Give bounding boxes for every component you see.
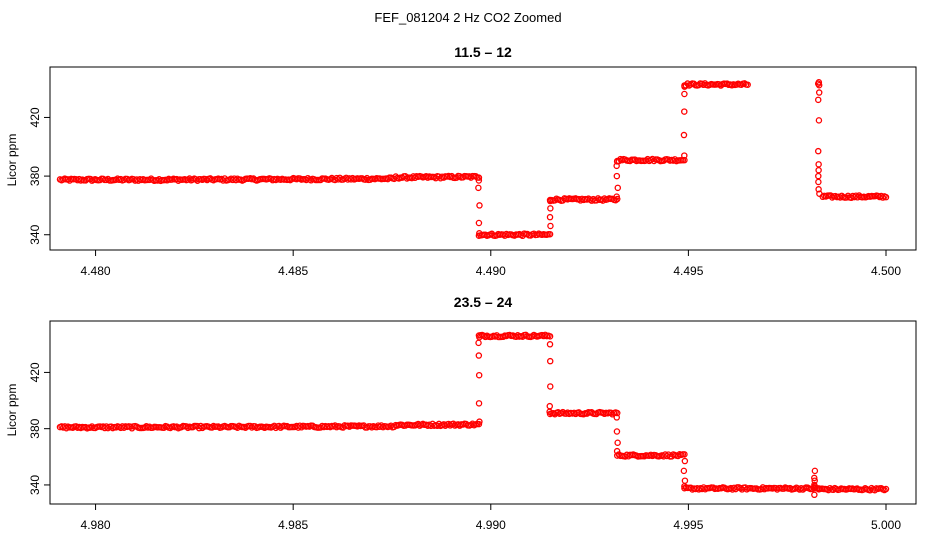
x-tick-label: 4.480 — [81, 264, 111, 278]
data-point — [681, 457, 689, 465]
data-point — [882, 193, 890, 201]
x-tick-label: 4.495 — [673, 264, 703, 278]
panel-title: 23.5 – 24 — [454, 294, 513, 310]
data-point — [476, 333, 483, 341]
data-point — [815, 186, 822, 193]
x-tick-label: 4.995 — [673, 518, 703, 532]
data-point — [547, 383, 554, 390]
data-point — [475, 400, 483, 407]
data-point — [815, 166, 822, 174]
y-tick-label: 340 — [28, 224, 42, 244]
data-point — [815, 117, 823, 124]
x-tick-label: 4.500 — [871, 264, 901, 278]
data-point — [681, 451, 688, 458]
data-point — [475, 177, 483, 184]
y-axis: 340 380 420 — [28, 107, 50, 245]
data-point — [681, 108, 688, 115]
data-point — [814, 147, 822, 155]
x-tick-label: 4.485 — [278, 264, 308, 278]
data-point — [613, 162, 620, 170]
data-point — [811, 491, 818, 499]
x-tick-label: 4.490 — [476, 264, 506, 278]
data-point — [815, 178, 822, 186]
data-point — [475, 174, 483, 181]
data-point — [811, 477, 818, 484]
data-point — [815, 161, 822, 168]
data-point — [681, 83, 688, 90]
data-point — [681, 90, 688, 98]
x-axis: 4.480 4.485 4.490 4.495 4.500 — [81, 250, 901, 278]
y-tick-label: 380 — [28, 418, 42, 438]
data-point — [475, 352, 483, 359]
data-point — [546, 213, 554, 221]
data-point — [613, 428, 621, 435]
plot-points — [56, 79, 890, 240]
data-point — [476, 418, 483, 425]
data-point — [613, 172, 621, 180]
plot-frame — [49, 66, 917, 251]
data-point — [613, 158, 621, 165]
y-axis: 340 380 420 — [28, 362, 50, 495]
chart-panel-1: 11.5 – 12 Licor ppm 4.480 4.485 4.490 4.495… — [5, 44, 917, 278]
data-point — [547, 205, 554, 212]
x-tick-label: 5.000 — [871, 518, 901, 532]
x-axis: 4.980 4.985 4.990 4.995 5.000 — [81, 504, 901, 532]
data-point — [475, 371, 483, 379]
data-point — [475, 184, 482, 192]
data-point — [614, 409, 621, 417]
data-point — [613, 414, 621, 421]
y-axis-label: Licor ppm — [5, 134, 19, 187]
data-point — [546, 333, 554, 340]
data-point — [681, 483, 688, 490]
data-point — [811, 474, 818, 482]
y-axis-label: Licor ppm — [5, 384, 19, 437]
plot-frame — [49, 320, 917, 505]
data-point — [681, 152, 688, 159]
data-point — [613, 193, 620, 200]
figure-title: FEF_081204 2 Hz CO2 Zoomed — [374, 10, 561, 25]
data-point — [546, 408, 553, 416]
data-point — [816, 190, 823, 197]
data-point — [546, 230, 554, 238]
plot-points — [56, 331, 890, 499]
data-point — [680, 467, 688, 475]
x-tick-label: 4.985 — [278, 518, 308, 532]
data-point — [476, 202, 483, 209]
data-point — [614, 439, 621, 446]
data-point — [811, 481, 818, 489]
data-point — [814, 80, 822, 87]
data-point — [546, 341, 554, 348]
y-tick-label: 380 — [28, 166, 42, 186]
x-tick-label: 4.990 — [476, 518, 506, 532]
data-point — [815, 89, 823, 96]
data-point — [744, 81, 751, 88]
y-tick-label: 340 — [28, 475, 42, 495]
data-point — [811, 467, 819, 475]
data-point — [475, 219, 483, 227]
panel-title: 11.5 – 12 — [454, 44, 512, 60]
data-point — [680, 131, 688, 139]
data-point — [546, 357, 554, 365]
data-point — [811, 484, 818, 491]
data-point — [613, 447, 621, 455]
data-point — [882, 485, 890, 493]
chart-panel-2: 23.5 – 24 Licor ppm 4.980 4.985 4.990 4.995… — [5, 294, 917, 532]
data-point — [614, 184, 622, 192]
y-tick-label: 420 — [28, 362, 42, 382]
data-point — [546, 197, 554, 205]
data-point — [815, 172, 822, 180]
data-point — [476, 230, 483, 237]
x-tick-label: 4.980 — [81, 518, 111, 532]
data-point — [814, 96, 822, 104]
data-point — [547, 222, 554, 230]
y-tick-label: 420 — [28, 107, 42, 127]
